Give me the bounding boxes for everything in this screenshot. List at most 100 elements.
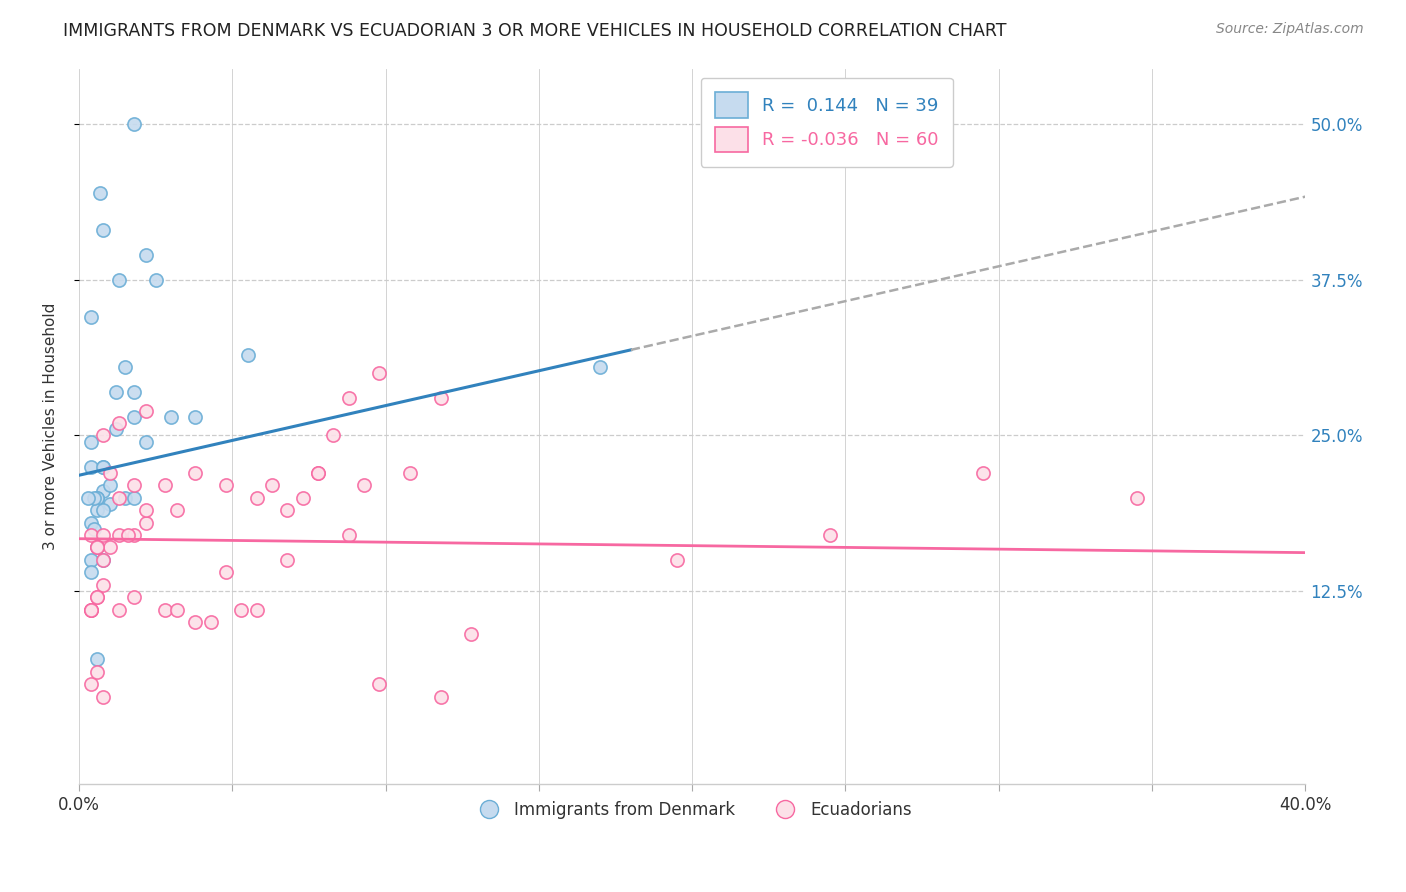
Point (80, 516, 103, 530)
Point (86, 590, 108, 604)
Point (135, 403, 157, 417)
Point (818, 528, 841, 542)
Point (86, 541, 108, 555)
Point (429, 690, 451, 704)
Point (80, 310, 103, 325)
Point (166, 602, 188, 616)
Point (122, 384, 145, 399)
Point (114, 359, 136, 374)
Point (236, 348, 259, 362)
Point (80, 677, 103, 691)
Point (117, 528, 139, 542)
Point (276, 503, 298, 517)
Point (108, 528, 131, 542)
Point (307, 466, 329, 480)
Point (80, 553, 103, 567)
Point (93, 484, 115, 499)
Point (98, 541, 121, 555)
Point (80, 566, 103, 580)
Point (108, 416, 131, 430)
Point (86, 541, 108, 555)
Point (276, 553, 298, 567)
Point (262, 478, 284, 492)
Point (184, 466, 207, 480)
Point (399, 466, 422, 480)
Text: IMMIGRANTS FROM DENMARK VS ECUADORIAN 3 OR MORE VEHICLES IN HOUSEHOLD CORRELATIO: IMMIGRANTS FROM DENMARK VS ECUADORIAN 3 … (63, 22, 1007, 40)
Point (200, 615, 222, 629)
Point (231, 602, 253, 616)
Point (98, 497, 121, 511)
Point (80, 459, 103, 474)
Point (86, 652, 108, 666)
Point (322, 428, 344, 442)
Point (86, 665, 108, 679)
Point (80, 434, 103, 449)
Point (135, 434, 157, 449)
Point (337, 391, 360, 405)
Point (93, 503, 115, 517)
Point (89, 186, 111, 200)
Point (589, 359, 612, 374)
Point (122, 528, 145, 542)
Point (246, 491, 269, 505)
Point (93, 428, 115, 442)
Point (184, 615, 207, 629)
Point (184, 409, 207, 424)
Point (93, 223, 115, 237)
Point (122, 478, 145, 492)
Text: Source: ZipAtlas.com: Source: ZipAtlas.com (1216, 22, 1364, 37)
Point (93, 459, 115, 474)
Point (353, 478, 375, 492)
Point (368, 366, 391, 380)
Point (108, 273, 131, 287)
Point (460, 627, 482, 641)
Point (80, 602, 103, 616)
Point (122, 590, 145, 604)
Legend: Immigrants from Denmark, Ecuadorians: Immigrants from Denmark, Ecuadorians (465, 794, 918, 825)
Point (86, 491, 108, 505)
Point (93, 528, 115, 542)
Point (86, 503, 108, 517)
Point (145, 273, 167, 287)
Point (160, 409, 183, 424)
Point (246, 602, 269, 616)
Point (1126, 491, 1149, 505)
Point (104, 384, 127, 399)
Point (104, 422, 127, 436)
Y-axis label: 3 or more Vehicles in Household: 3 or more Vehicles in Household (44, 302, 58, 549)
Point (93, 459, 115, 474)
Point (77, 491, 100, 505)
Point (83, 522, 105, 536)
Point (215, 566, 238, 580)
Point (108, 491, 131, 505)
Point (153, 602, 176, 616)
Point (80, 602, 103, 616)
Point (93, 553, 115, 567)
Point (153, 478, 176, 492)
Point (122, 118, 145, 132)
Point (83, 491, 105, 505)
Point (368, 677, 391, 691)
Point (122, 409, 145, 424)
Point (93, 553, 115, 567)
Point (135, 516, 157, 530)
Point (215, 478, 238, 492)
Point (86, 541, 108, 555)
Point (972, 466, 994, 480)
Point (665, 553, 688, 567)
Point (135, 503, 157, 517)
Point (429, 391, 451, 405)
Point (86, 491, 108, 505)
Point (86, 590, 108, 604)
Point (337, 528, 360, 542)
Point (135, 248, 157, 262)
Point (122, 491, 145, 505)
Point (114, 491, 136, 505)
Point (98, 478, 121, 492)
Point (80, 602, 103, 616)
Point (108, 602, 131, 616)
Point (166, 503, 188, 517)
Point (98, 466, 121, 480)
Point (307, 466, 329, 480)
Point (291, 491, 314, 505)
